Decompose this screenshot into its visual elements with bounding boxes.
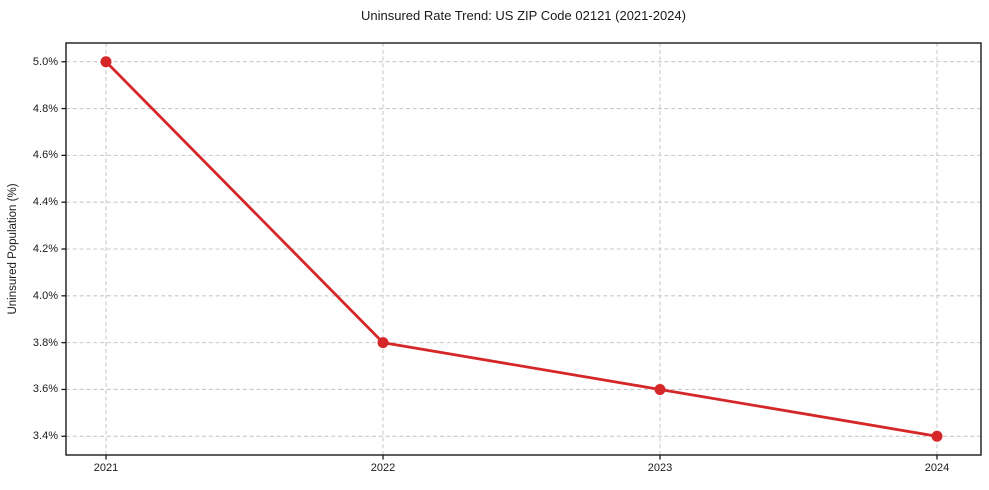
y-tick-label: 4.2% bbox=[32, 243, 58, 255]
y-tick-label: 4.6% bbox=[32, 149, 58, 162]
y-tick-label: 4.8% bbox=[32, 102, 58, 115]
series-line bbox=[104, 60, 939, 438]
plot-area bbox=[61, 42, 982, 460]
y-tick-label: 3.8% bbox=[32, 336, 58, 349]
y-tick-label: 4.4% bbox=[32, 196, 58, 209]
x-tick-label: 2021 bbox=[93, 462, 119, 474]
data-point-marker bbox=[100, 56, 112, 68]
data-point-marker bbox=[654, 383, 666, 395]
data-point-marker bbox=[377, 337, 389, 349]
chart-title: Uninsured Rate Trend: US ZIP Code 02121 … bbox=[361, 8, 686, 23]
x-tick-label: 2023 bbox=[647, 462, 673, 474]
data-point-marker bbox=[931, 430, 943, 442]
x-tick-label: 2024 bbox=[924, 462, 950, 474]
y-tick-label: 4.0% bbox=[32, 289, 58, 302]
y-tick-label: 5.0% bbox=[32, 55, 58, 68]
x-tick-label: 2022 bbox=[370, 462, 396, 474]
plot-canvas bbox=[61, 42, 982, 460]
y-tick-label: 3.6% bbox=[32, 383, 58, 396]
y-tick-label: 3.4% bbox=[32, 430, 58, 443]
